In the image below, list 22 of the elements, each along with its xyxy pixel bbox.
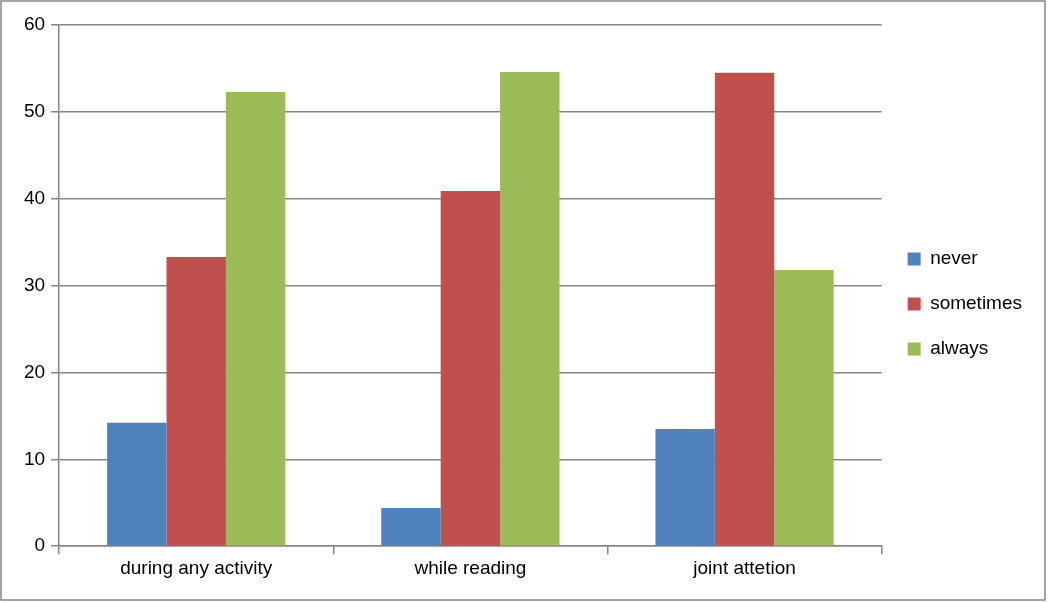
bar [774, 269, 834, 546]
y-tick-label: 20 [23, 360, 46, 382]
legend-label: never [930, 247, 979, 269]
x-tick-label: while reading [413, 556, 527, 578]
y-tick-label: 10 [23, 447, 46, 469]
legend-label: sometimes [930, 292, 1022, 314]
bar [107, 422, 167, 546]
y-tick-label: 40 [23, 186, 46, 208]
legend-label: always [930, 337, 989, 359]
y-tick-label: 60 [23, 13, 46, 35]
x-tick-label: joint attetion [692, 556, 796, 578]
bar [655, 428, 715, 546]
y-tick-label: 0 [34, 534, 46, 556]
y-tick-label: 30 [23, 273, 46, 295]
bar [500, 71, 560, 546]
y-tick-label: 50 [23, 100, 46, 122]
bar [381, 507, 441, 546]
bar [225, 91, 286, 546]
bar [440, 190, 501, 546]
x-tick-label: during any activity [120, 556, 273, 578]
bar [714, 72, 775, 546]
bar [166, 256, 226, 546]
